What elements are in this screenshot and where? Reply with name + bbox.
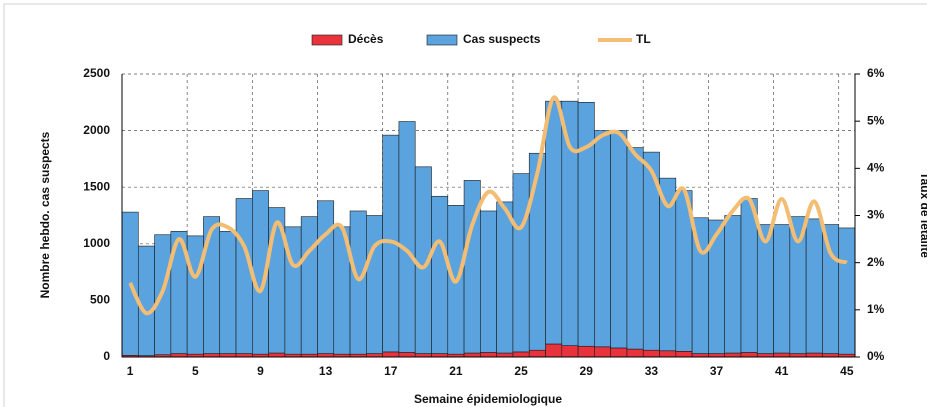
y2-tick-label: 4% [867, 161, 885, 175]
bar [512, 173, 530, 353]
y2-tick-label: 0% [867, 349, 885, 363]
bar [480, 210, 497, 353]
x-tick-label: 13 [319, 364, 333, 378]
bar [805, 352, 823, 358]
bar [626, 147, 644, 350]
bar [186, 235, 204, 355]
bar [235, 353, 253, 358]
x-tick-label: 25 [514, 364, 528, 378]
bar [545, 343, 563, 358]
y-tick-label: 2000 [83, 123, 110, 137]
bar [773, 224, 791, 354]
x-tick-label: 33 [645, 364, 659, 378]
bar [137, 245, 155, 356]
y2-tick-label: 5% [867, 113, 885, 127]
bar [317, 353, 335, 358]
bar [642, 349, 660, 358]
legend-swatch [311, 34, 343, 46]
bar [219, 231, 237, 354]
bar [789, 216, 807, 354]
bar [317, 200, 335, 354]
bar [626, 348, 644, 358]
y2-tick-label: 2% [867, 255, 885, 269]
bar [577, 345, 595, 358]
bar [268, 352, 286, 358]
bar [691, 353, 709, 358]
y2-axis-title: Taux de létalité [918, 172, 927, 258]
bar [740, 352, 758, 358]
y-tick-label: 500 [90, 293, 110, 307]
bar [724, 352, 742, 358]
x-tick-label: 9 [257, 364, 264, 378]
bar [414, 353, 432, 358]
x-tick-label: 29 [580, 364, 594, 378]
legend-label: Décès [348, 32, 384, 46]
bar [545, 100, 563, 345]
x-tick-label: 17 [384, 364, 398, 378]
bar [756, 224, 774, 354]
bar [610, 130, 628, 349]
bar [594, 346, 611, 358]
x-tick-label: 5 [192, 364, 199, 378]
y2-tick-label: 6% [867, 66, 885, 80]
bar [480, 352, 497, 358]
y2-tick-label: 3% [867, 208, 885, 222]
x-tick-label: 37 [710, 364, 724, 378]
bar [496, 201, 514, 354]
y-tick-label: 1000 [83, 236, 110, 250]
y-tick-label: 2500 [83, 66, 110, 80]
bar [512, 351, 530, 358]
x-axis-title: Semaine épidemiologique [414, 392, 562, 406]
bar [366, 215, 383, 354]
bar [203, 353, 221, 358]
bar [675, 351, 693, 358]
bar [610, 347, 628, 358]
bar [300, 216, 318, 355]
bar [203, 216, 221, 354]
x-tick-label: 41 [775, 364, 789, 378]
bar [561, 345, 579, 358]
bar [398, 352, 416, 358]
legend-swatch [426, 34, 458, 46]
bar [219, 353, 237, 358]
bar [708, 353, 725, 358]
bar [528, 152, 546, 351]
bar [838, 227, 856, 355]
bar [740, 198, 758, 353]
y-tick-label: 0 [103, 349, 110, 363]
frame [3, 3, 927, 407]
bar [431, 353, 449, 358]
bar [577, 102, 595, 347]
bar [773, 352, 791, 358]
bar [349, 210, 367, 355]
x-tick-label: 1 [127, 364, 134, 378]
x-tick-label: 21 [449, 364, 463, 378]
bar [594, 130, 611, 348]
line [128, 95, 848, 316]
y-tick-label: 1500 [83, 179, 110, 193]
bar [382, 351, 400, 358]
bar [756, 353, 774, 358]
bar [561, 100, 579, 346]
bar [789, 353, 807, 358]
bar [366, 353, 383, 358]
bar [659, 350, 677, 358]
bar [496, 352, 514, 358]
bar [398, 121, 416, 353]
bar [463, 352, 481, 358]
x-tick-label: 45 [840, 364, 854, 378]
y-axis-title: Nombre hebdo. cas suspects [38, 131, 52, 298]
bar [528, 349, 546, 358]
bar [170, 353, 188, 358]
bar [235, 198, 253, 354]
y2-tick-label: 1% [867, 302, 885, 316]
bar [822, 353, 840, 358]
bar [822, 224, 840, 354]
legend-label: Cas suspects [463, 32, 541, 46]
bar [724, 215, 742, 354]
bar [805, 218, 823, 354]
legend-label: TL [636, 32, 651, 46]
bar [431, 195, 449, 354]
